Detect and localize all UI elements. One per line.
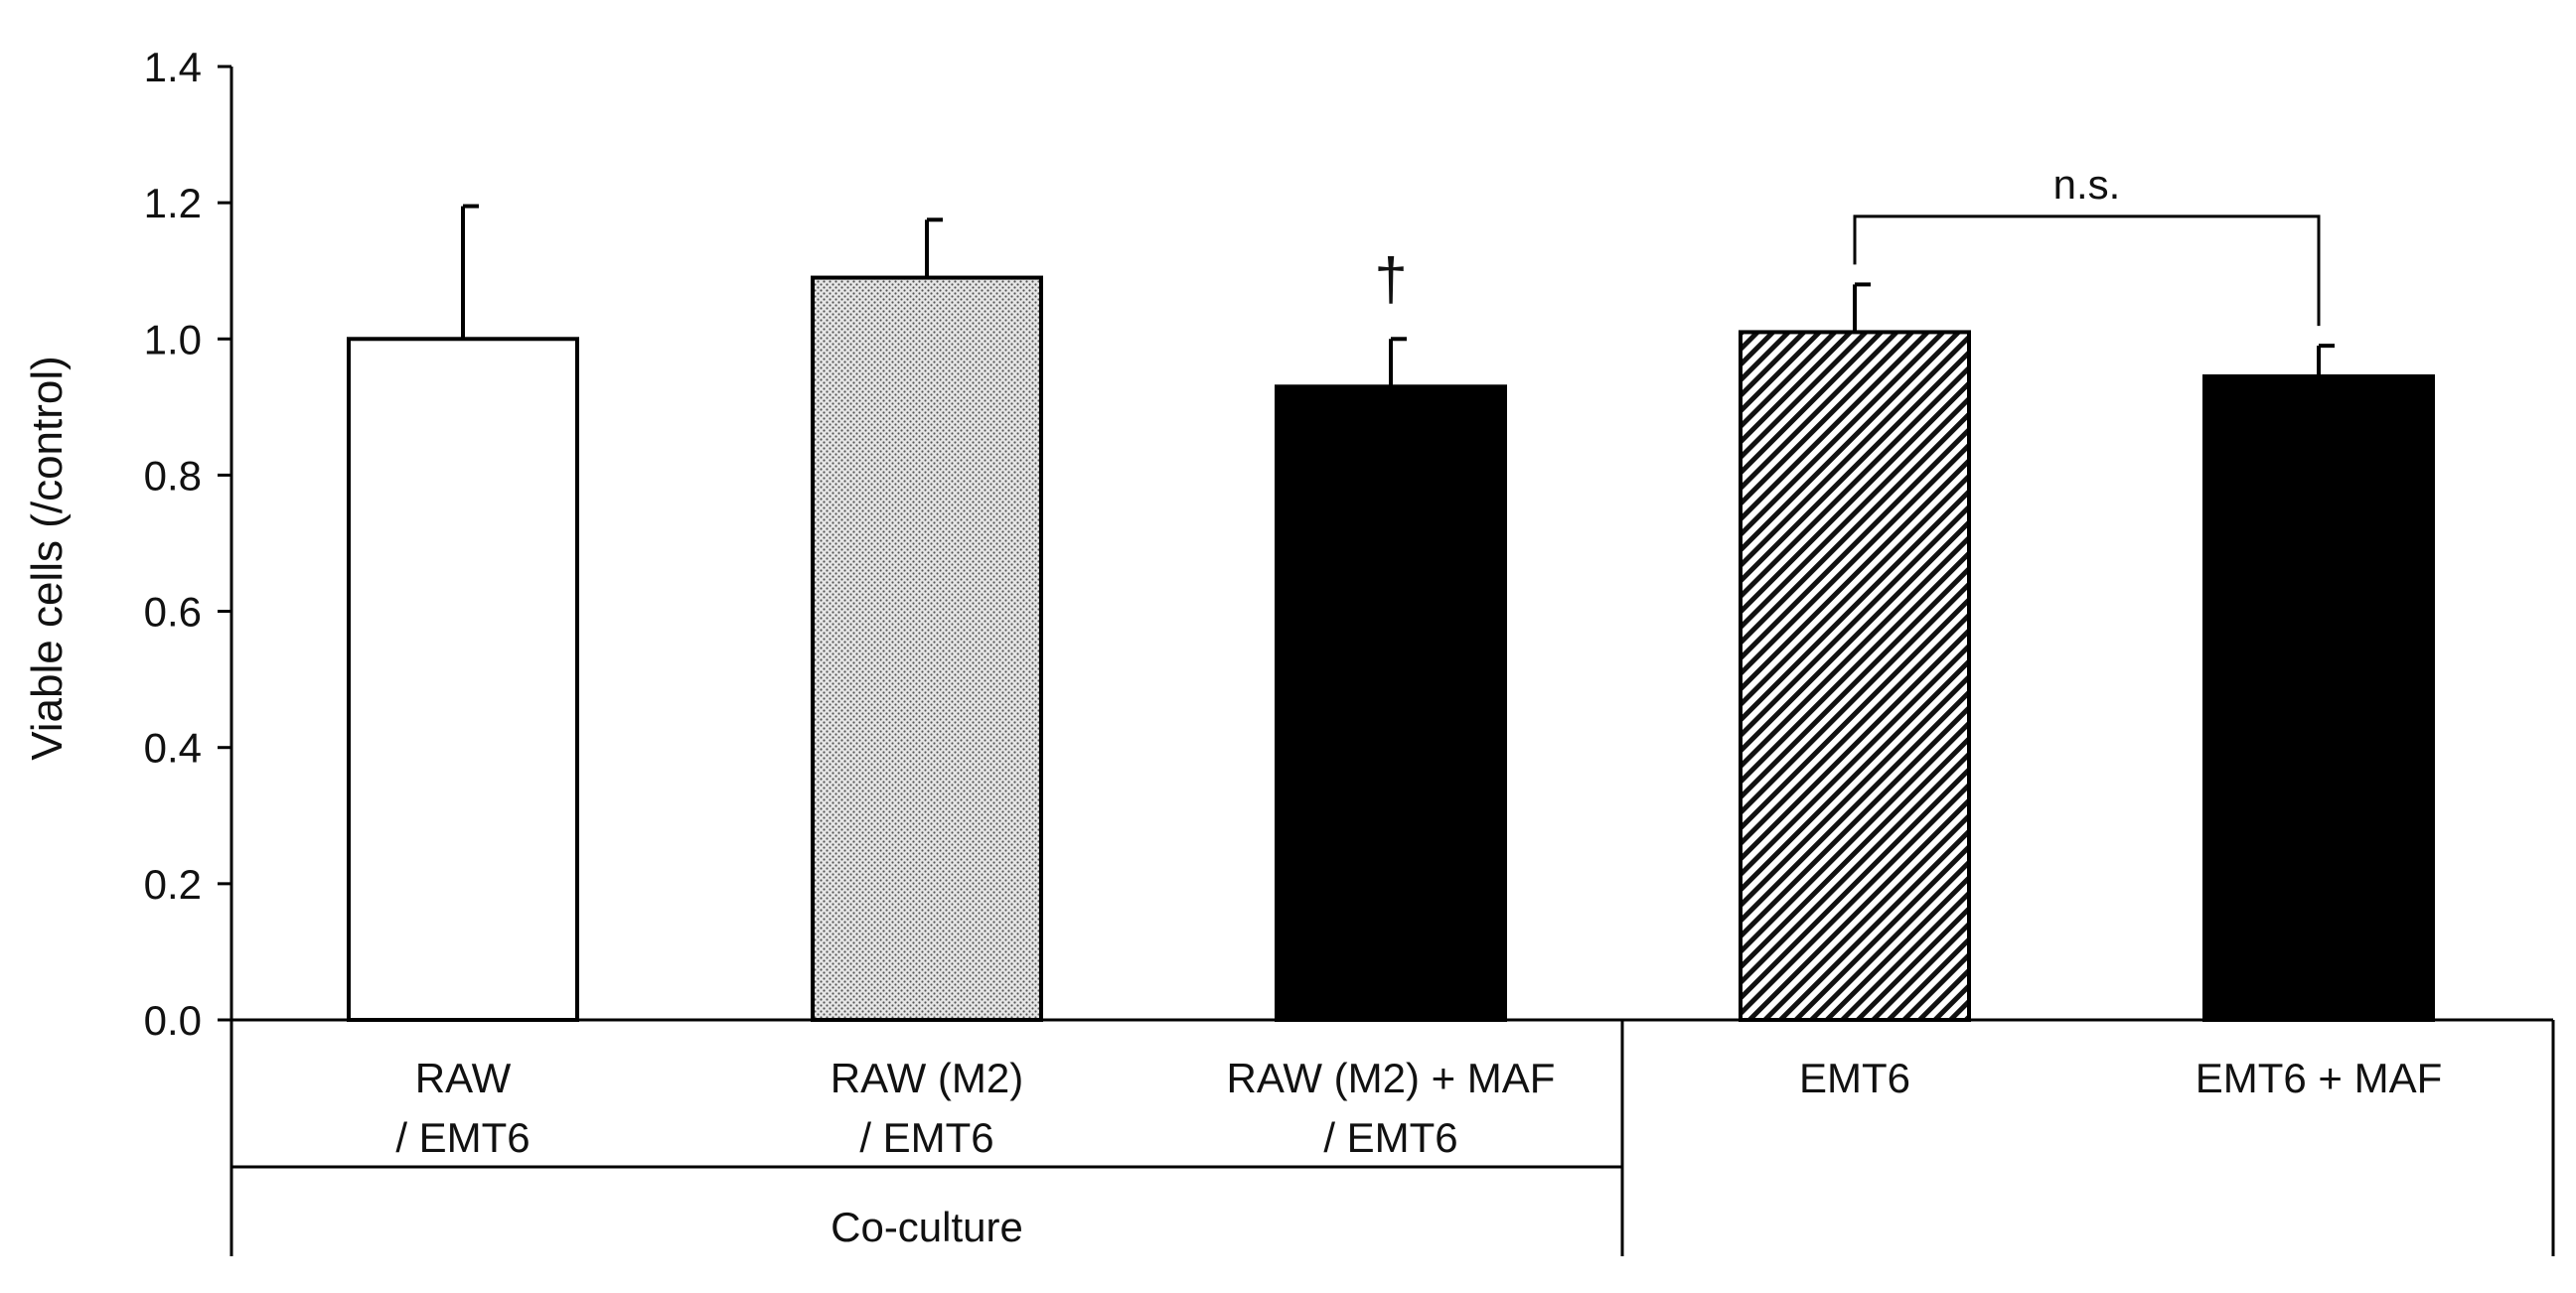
category-label-line1: RAW (M2) + MAF [1227,1055,1556,1101]
category-label-line1: EMT6 + MAF [2196,1055,2443,1101]
bar [811,275,1043,1023]
category-labels: RAW / EMT6 RAW (M2) / EMT6 RAW (M2) + MAF / E… [395,1055,2442,1161]
y-tick-label: 1.0 [144,316,202,362]
category-label-line1: EMT6 [1799,1055,1910,1101]
ns-label: n.s. [2053,161,2121,208]
y-tick-label: 0.8 [144,452,202,499]
category-label-line1: RAW [415,1055,512,1101]
y-tick-label: 0.4 [144,725,202,772]
bar [1739,330,1971,1022]
error-bars [461,204,2335,387]
bars [347,275,2435,1023]
bar [2202,374,2435,1022]
y-axis-title: Viable cells (/control) [23,356,72,761]
y-tick-label: 1.4 [144,44,202,90]
category-label-line2: / EMT6 [859,1114,993,1161]
significance-dagger: † [1374,245,1407,312]
y-tick-label: 0.6 [144,589,202,636]
group-label-co-culture: Co-culture [831,1204,1023,1250]
y-tick-label: 0.0 [144,997,202,1044]
y-ticks: 0.0 0.2 0.4 0.6 0.8 1.0 1.2 1.4 [144,44,231,1044]
bar [1275,384,1507,1022]
category-label-line2: / EMT6 [395,1114,530,1161]
y-tick-label: 0.2 [144,861,202,908]
bar [347,337,579,1022]
axes [229,67,2555,1256]
category-label-line1: RAW (M2) [831,1055,1023,1101]
ns-bracket [1853,215,2321,327]
category-label-line2: / EMT6 [1323,1114,1457,1161]
y-tick-label: 1.2 [144,180,202,226]
